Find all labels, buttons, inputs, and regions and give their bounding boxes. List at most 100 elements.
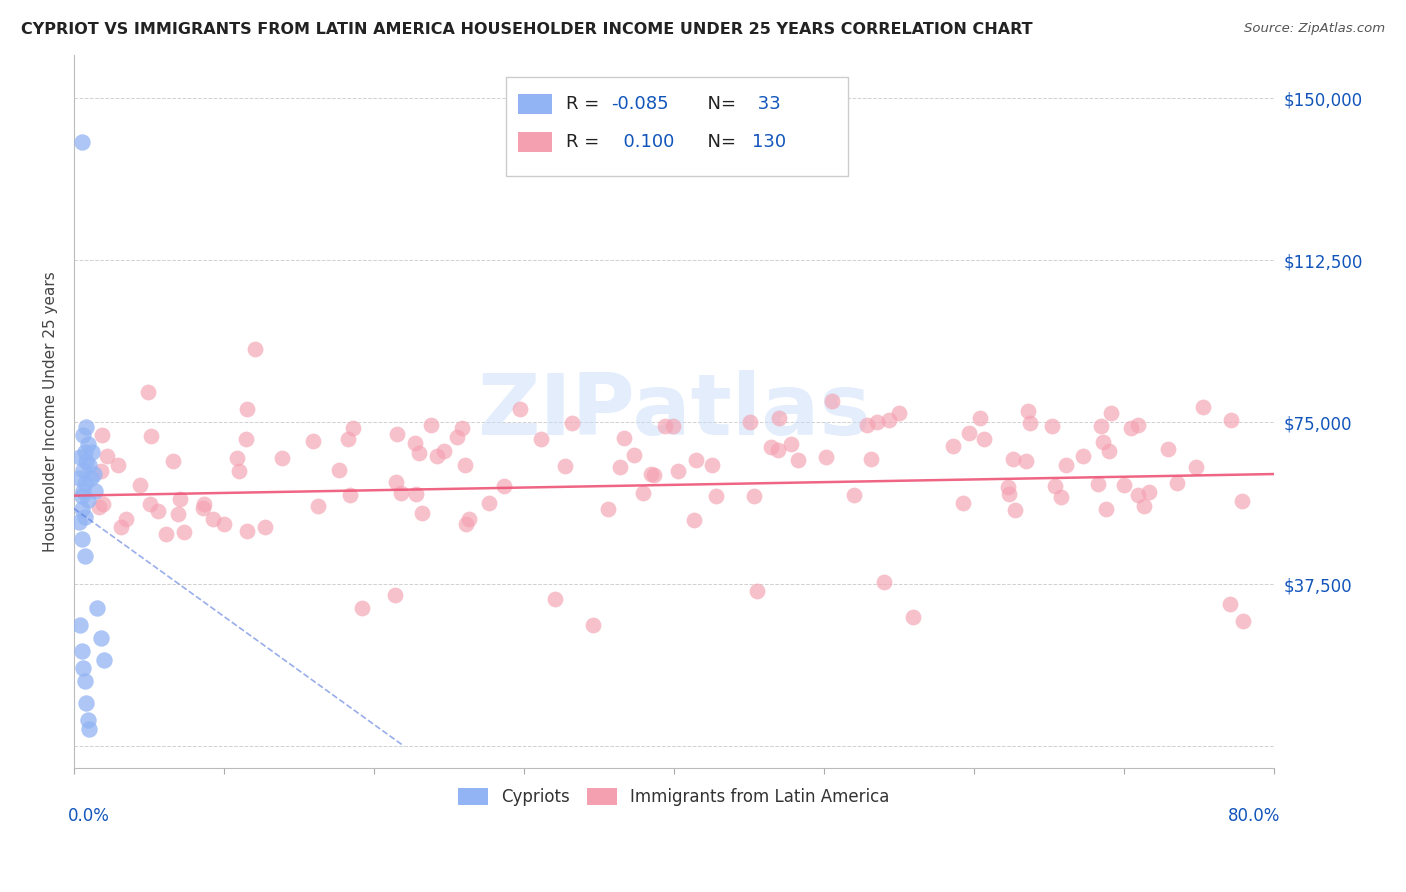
- Point: [561, 416, 583, 430]
- Point: [685, 453, 707, 467]
- Y-axis label: Householder Income Under 25 years: Householder Income Under 25 years: [44, 271, 58, 552]
- Point: [1087, 477, 1109, 491]
- FancyBboxPatch shape: [506, 77, 848, 177]
- Point: [820, 393, 842, 408]
- Point: [1004, 502, 1026, 516]
- Point: [76, 437, 98, 451]
- Point: [408, 446, 430, 460]
- Text: 80.0%: 80.0%: [1227, 807, 1279, 825]
- Point: [115, 512, 138, 526]
- Point: [336, 432, 359, 446]
- Point: [70, 644, 93, 658]
- Point: [84, 484, 107, 499]
- Point: [90, 465, 112, 479]
- Point: [271, 451, 294, 466]
- Point: [631, 485, 654, 500]
- Point: [405, 487, 427, 501]
- Point: [780, 437, 803, 451]
- Point: [454, 458, 477, 472]
- Point: [1185, 459, 1208, 474]
- Point: [1098, 444, 1121, 458]
- Point: [1099, 406, 1122, 420]
- Point: [433, 443, 456, 458]
- Text: 33: 33: [752, 95, 780, 112]
- Point: [75, 419, 97, 434]
- Point: [69, 618, 91, 632]
- Point: [1119, 421, 1142, 435]
- Point: [761, 440, 783, 454]
- Text: 0.100: 0.100: [612, 133, 673, 151]
- Text: 0.0%: 0.0%: [67, 807, 110, 825]
- Point: [136, 384, 159, 399]
- Point: [387, 426, 409, 441]
- Point: [352, 601, 374, 615]
- Point: [128, 478, 150, 492]
- Point: [77, 722, 100, 736]
- Point: [492, 479, 515, 493]
- Point: [70, 501, 93, 516]
- Point: [451, 421, 474, 435]
- Point: [1156, 442, 1178, 456]
- Point: [856, 417, 879, 432]
- Point: [1001, 452, 1024, 467]
- Point: [745, 583, 768, 598]
- Point: [76, 713, 98, 727]
- Point: [509, 402, 531, 417]
- Point: [768, 410, 790, 425]
- Point: [173, 524, 195, 539]
- Point: [814, 450, 837, 464]
- Point: [67, 471, 90, 485]
- Point: [1192, 400, 1215, 414]
- Point: [91, 427, 114, 442]
- Point: [1230, 494, 1253, 508]
- Point: [866, 415, 889, 429]
- Point: [877, 413, 900, 427]
- Point: [80, 445, 103, 459]
- Point: [70, 135, 93, 149]
- Point: [1018, 416, 1040, 430]
- Point: [169, 491, 191, 506]
- Point: [1219, 413, 1241, 427]
- Point: [700, 458, 723, 472]
- Point: [86, 601, 108, 615]
- Point: [742, 489, 765, 503]
- Legend: Cypriots, Immigrants from Latin America: Cypriots, Immigrants from Latin America: [451, 781, 897, 813]
- Point: [384, 588, 406, 602]
- Point: [67, 515, 90, 529]
- Point: [201, 512, 224, 526]
- Point: [997, 480, 1019, 494]
- Point: [72, 484, 94, 499]
- Point: [166, 507, 188, 521]
- Point: [90, 631, 112, 645]
- Point: [1049, 490, 1071, 504]
- Point: [582, 618, 605, 632]
- Point: [243, 342, 266, 356]
- Point: [141, 429, 163, 443]
- Point: [75, 696, 97, 710]
- Point: [73, 510, 96, 524]
- Point: [1219, 597, 1241, 611]
- Point: [420, 418, 443, 433]
- Point: [683, 513, 706, 527]
- Point: [1090, 418, 1112, 433]
- Point: [458, 512, 481, 526]
- Point: [391, 485, 413, 500]
- Point: [301, 434, 323, 448]
- Point: [662, 418, 685, 433]
- Point: [613, 432, 636, 446]
- Point: [193, 497, 215, 511]
- Point: [76, 492, 98, 507]
- Point: [643, 468, 665, 483]
- Text: N=: N=: [696, 133, 741, 151]
- Point: [654, 419, 676, 434]
- Point: [998, 487, 1021, 501]
- Point: [766, 442, 789, 457]
- Text: -0.085: -0.085: [612, 95, 669, 112]
- Point: [93, 653, 115, 667]
- Point: [73, 549, 96, 563]
- Point: [307, 500, 329, 514]
- Point: [544, 592, 567, 607]
- Point: [1232, 614, 1254, 628]
- Point: [72, 661, 94, 675]
- Point: [1095, 502, 1118, 516]
